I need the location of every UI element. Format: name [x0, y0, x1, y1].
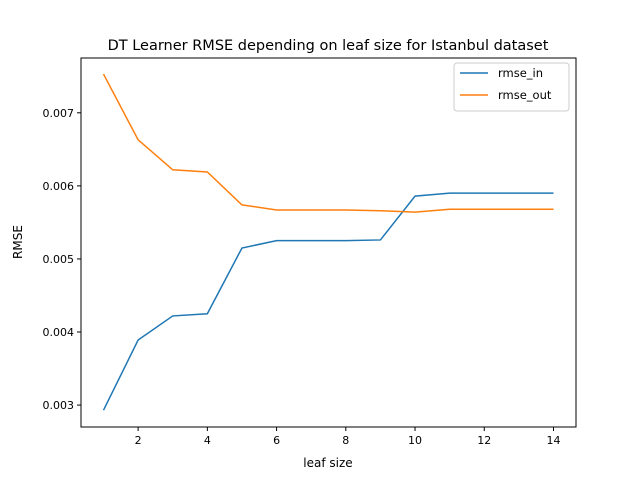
- x-tick-label: 10: [408, 434, 422, 447]
- axes-frame: [81, 58, 576, 427]
- x-tick-label: 2: [135, 434, 142, 447]
- x-tick-label: 12: [477, 434, 491, 447]
- y-tick-label: 0.003: [43, 399, 75, 412]
- y-axis-label: RMSE: [11, 225, 25, 259]
- y-tick-label: 0.005: [43, 253, 75, 266]
- x-axis-label: leaf size: [303, 456, 352, 470]
- x-tick-label: 8: [342, 434, 349, 447]
- legend-label: rmse_out: [498, 88, 552, 102]
- x-tick-label: 6: [273, 434, 280, 447]
- y-tick-label: 0.004: [43, 326, 75, 339]
- y-tick-label: 0.007: [43, 107, 75, 120]
- legend-label: rmse_in: [498, 66, 543, 80]
- y-tick-label: 0.006: [43, 180, 75, 193]
- x-tick-label: 14: [547, 434, 561, 447]
- chart-title: DT Learner RMSE depending on leaf size f…: [108, 38, 549, 54]
- series-line-rmse_in: [104, 193, 554, 410]
- x-tick-label: 4: [204, 434, 211, 447]
- legend: rmse_in rmse_out: [454, 63, 569, 111]
